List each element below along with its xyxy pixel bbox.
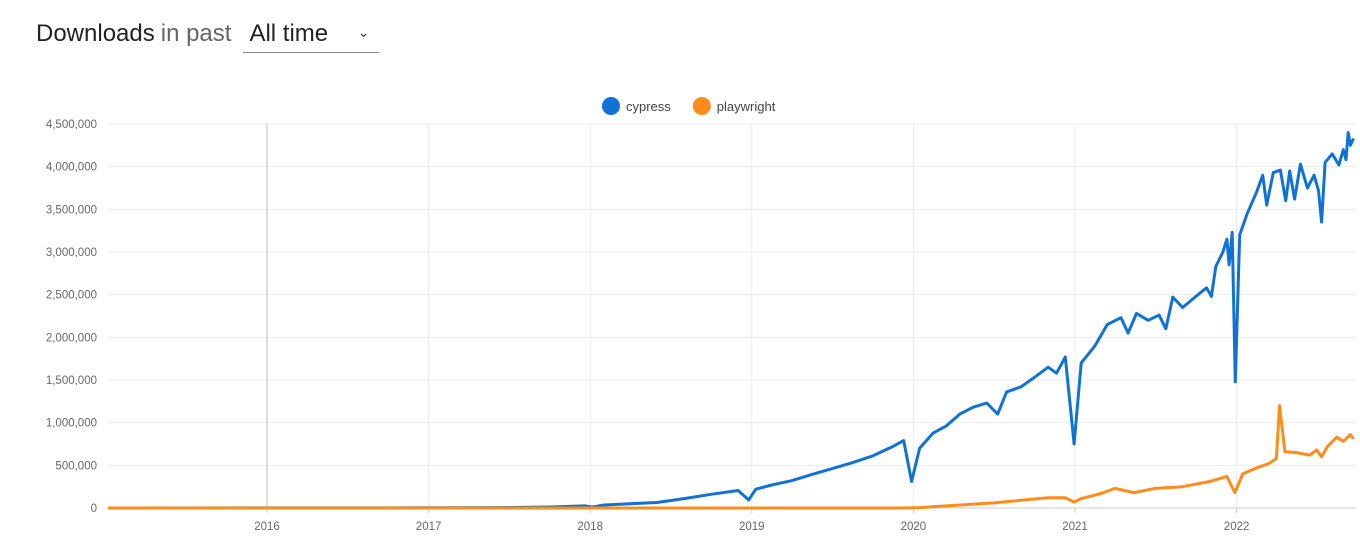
x-tick-label: 2017 — [416, 521, 442, 533]
x-tick-label: 2016 — [254, 521, 280, 533]
header-title: Downloads — [36, 20, 155, 47]
y-tick-label: 500,000 — [55, 460, 97, 472]
legend-marker-playwright — [692, 97, 711, 115]
x-tick-label: 2022 — [1224, 521, 1250, 533]
x-tick-label: 2018 — [577, 521, 603, 533]
y-tick-label: 4,500,000 — [46, 119, 97, 131]
x-tick-label: 2020 — [901, 521, 927, 533]
y-tick-label: 4,000,000 — [46, 162, 97, 174]
series-line-cypress — [107, 131, 1355, 510]
y-tick-label: 3,000,000 — [46, 247, 97, 259]
x-tick-label: 2021 — [1062, 521, 1088, 533]
legend-label-playwright: playwright — [717, 99, 776, 114]
y-tick-label: 1,500,000 — [46, 375, 97, 387]
y-tick-label: 3,500,000 — [46, 204, 97, 216]
y-tick-label: 2,000,000 — [46, 332, 97, 344]
period-select[interactable]: All time ⌄ — [243, 20, 380, 53]
y-tick-label: 2,500,000 — [46, 290, 97, 302]
chevron-down-icon: ⌄ — [357, 24, 370, 40]
y-tick-label: 1,000,000 — [46, 418, 97, 430]
legend-marker-cypress — [602, 97, 620, 115]
x-tick-label: 2019 — [739, 521, 765, 533]
period-select-value: All time — [249, 20, 329, 47]
y-tick-label: 0 — [91, 503, 97, 515]
series-line-playwright — [108, 404, 1355, 510]
header-subtitle: in past — [160, 20, 232, 47]
legend-label-cypress: cypress — [626, 99, 671, 114]
chart-header: Downloads in past All time ⌄ — [36, 20, 380, 53]
